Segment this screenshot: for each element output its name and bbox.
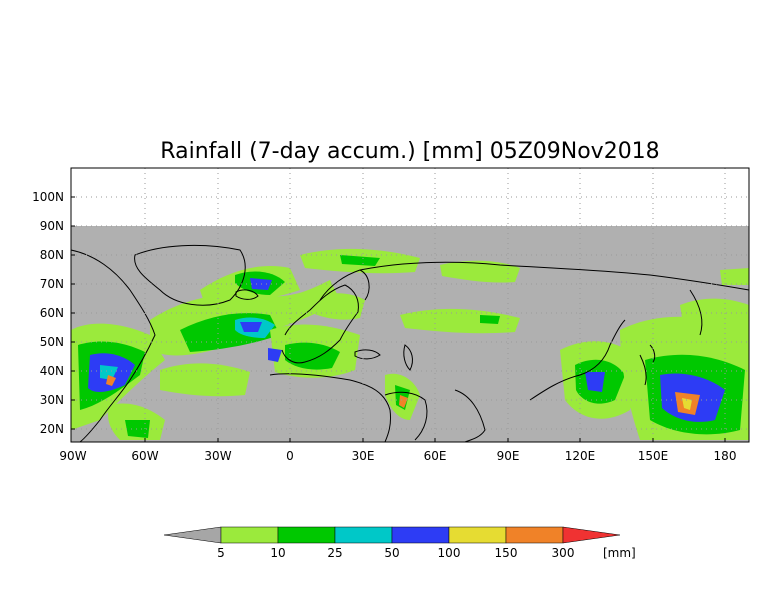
lat-tick-label: 100N: [32, 190, 64, 204]
coastlines: [70, 244, 750, 443]
map-panel: [70, 167, 750, 443]
colorbar-swatch-below: [163, 526, 222, 544]
lat-tick-label: 90N: [40, 219, 64, 233]
rainfall-shading: [71, 248, 749, 440]
colorbar-swatch: [391, 526, 450, 544]
map-title: Rainfall (7-day accum.) [mm] 05Z09Nov201…: [160, 139, 659, 164]
colorbar-label: 10: [270, 546, 285, 560]
colorbar-label: 300: [552, 546, 575, 560]
lon-tick-label: 150E: [638, 449, 669, 463]
colorbar-unit: [mm]: [603, 546, 636, 560]
colorbar-label: 150: [495, 546, 518, 560]
colorbar-swatch-above: [562, 526, 621, 544]
map-border: [70, 167, 750, 443]
colorbar-swatch: [334, 526, 393, 544]
lat-tick-label: 50N: [40, 335, 64, 349]
lat-tick-label: 70N: [40, 277, 64, 291]
colorbar-swatch: [505, 526, 564, 544]
colorbar-label: 25: [327, 546, 342, 560]
lat-tick-label: 60N: [40, 306, 64, 320]
lat-tick-label: 30N: [40, 393, 64, 407]
lat-tick-label: 80N: [40, 248, 64, 262]
lon-tick-label: 60E: [424, 449, 447, 463]
longitude-axis: 90W 60W 30W 0 30E 60E 90E 120E 150E 180: [59, 438, 736, 463]
lon-tick-label: 30W: [204, 449, 231, 463]
graticule: [71, 168, 749, 442]
colorbar-swatch: [448, 526, 507, 544]
colorbar: 5 10 25 50 100 150 300 [mm]: [163, 526, 636, 560]
lon-tick-label: 30E: [352, 449, 375, 463]
colorbar-label: 100: [438, 546, 461, 560]
lon-tick-label: 120E: [565, 449, 596, 463]
lat-tick-label: 40N: [40, 364, 64, 378]
colorbar-swatch: [220, 526, 279, 544]
latitude-axis: 100N 90N 80N 70N 60N 50N 40N 30N 20N: [32, 190, 75, 436]
lon-tick-label: 180: [714, 449, 737, 463]
lon-tick-label: 60W: [131, 449, 158, 463]
colorbar-swatch: [277, 526, 336, 544]
lon-tick-label: 90W: [59, 449, 86, 463]
lat-tick-label: 20N: [40, 422, 64, 436]
lon-tick-label: 0: [286, 449, 294, 463]
colorbar-label: 50: [384, 546, 399, 560]
lon-tick-label: 90E: [497, 449, 520, 463]
colorbar-label: 5: [217, 546, 225, 560]
